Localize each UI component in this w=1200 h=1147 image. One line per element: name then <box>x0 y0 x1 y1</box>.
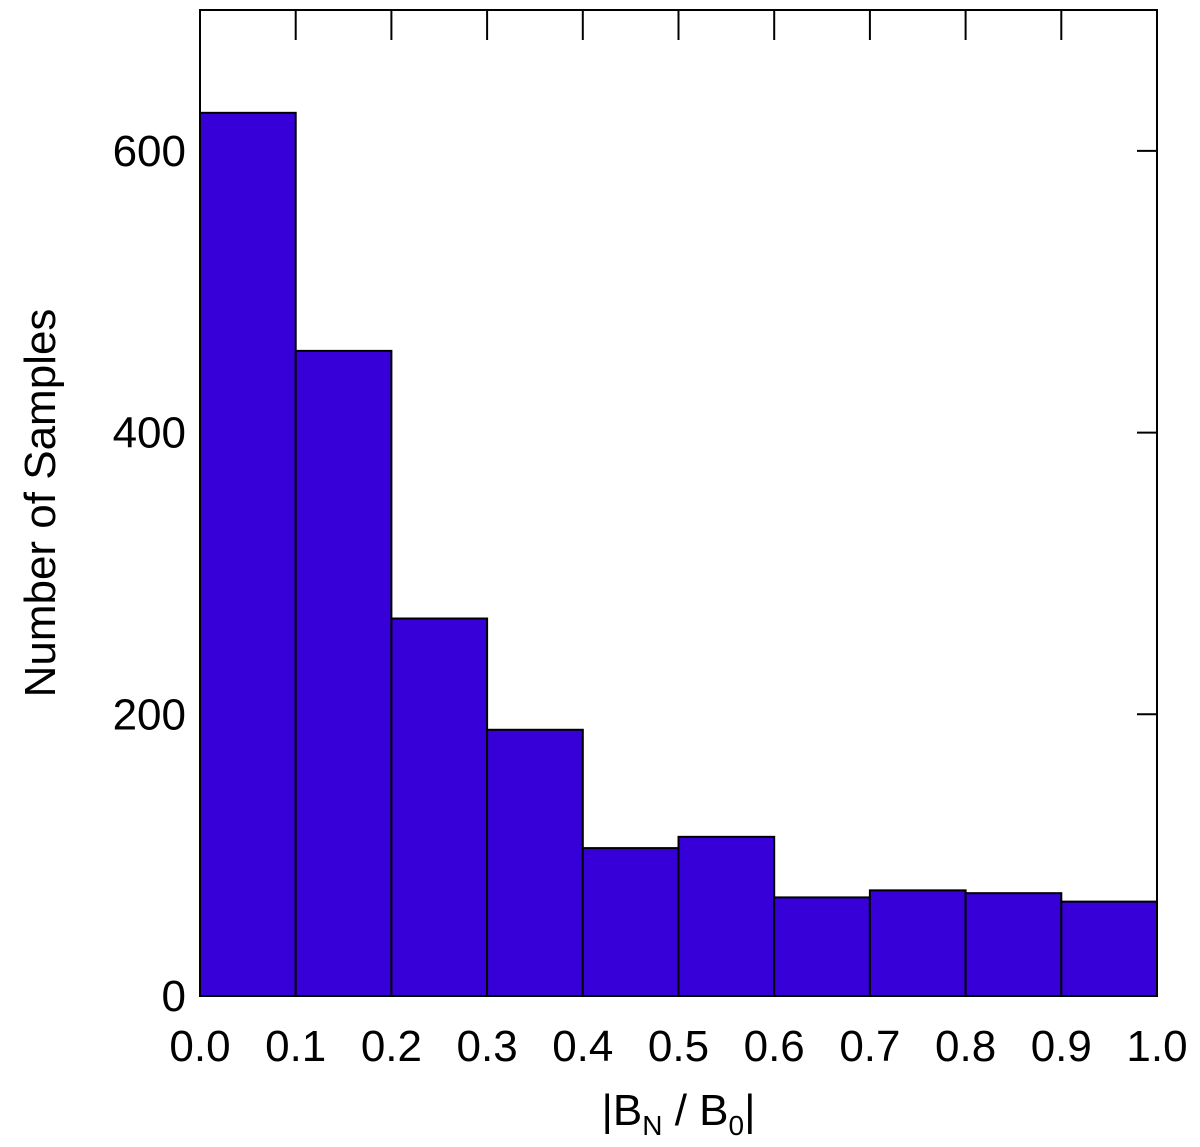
y-tick-label: 400 <box>113 409 186 458</box>
bar <box>486 728 584 998</box>
x-tick-label: 1.0 <box>1126 1022 1187 1071</box>
bar <box>868 889 967 997</box>
bar <box>390 617 489 997</box>
x-tick-label: 0.3 <box>457 1022 518 1071</box>
bar <box>199 111 297 997</box>
x-axis-label-subscript: N <box>642 1110 662 1141</box>
y-axis-label: Number of Samples <box>16 309 65 698</box>
x-tick-label: 0.7 <box>839 1022 900 1071</box>
x-tick-label: 0.2 <box>361 1022 422 1071</box>
bar <box>677 835 776 997</box>
y-tick-label: 0 <box>162 972 186 1021</box>
x-tick-label: 0.9 <box>1031 1022 1092 1071</box>
x-tick-label: 0.4 <box>552 1022 613 1071</box>
x-tick-label: 0.8 <box>935 1022 996 1071</box>
x-axis-label: |BN / B0| <box>601 1086 755 1141</box>
x-tick-label: 0.0 <box>169 1022 230 1071</box>
x-tick-label: 0.5 <box>648 1022 709 1071</box>
bar <box>294 349 393 998</box>
bar <box>964 892 1063 997</box>
x-tick-label: 0.1 <box>265 1022 326 1071</box>
bar <box>773 896 871 998</box>
bar <box>1060 900 1159 998</box>
x-axis-label-part: / B <box>662 1086 728 1135</box>
x-axis-label-part: |B <box>601 1086 642 1135</box>
x-axis-label-subscript: 0 <box>729 1110 745 1141</box>
y-tick-label: 600 <box>113 127 186 176</box>
x-axis-label-part: | <box>744 1086 755 1135</box>
x-tick-label: 0.6 <box>744 1022 805 1071</box>
y-tick-label: 200 <box>113 690 186 739</box>
bar <box>581 847 680 997</box>
